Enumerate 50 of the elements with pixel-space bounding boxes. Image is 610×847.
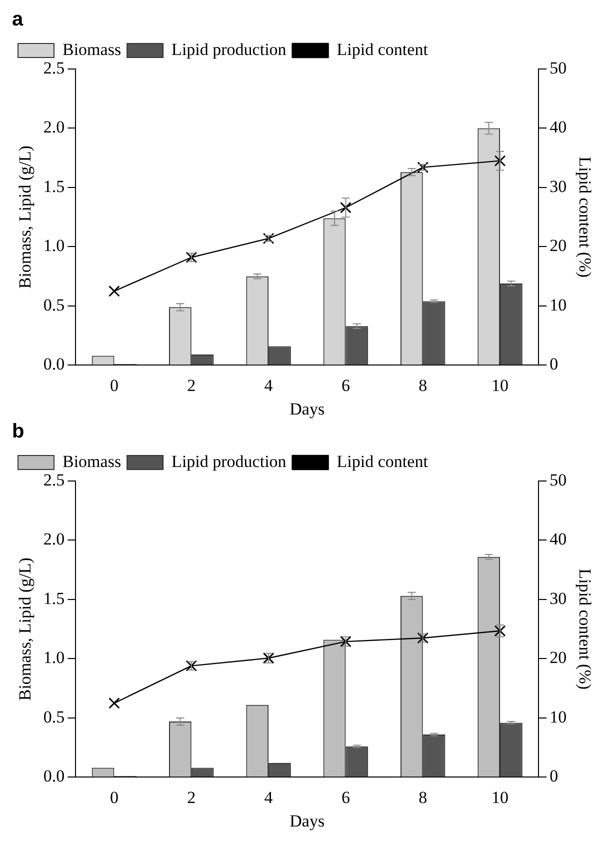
y-tick-label: 0.0 xyxy=(43,766,65,786)
y2-tick-label: 50 xyxy=(550,58,567,78)
y2-tick-label: 40 xyxy=(550,118,567,137)
y2-axis-title: Lipid content (%) xyxy=(575,568,594,690)
y-tick-label: 0.5 xyxy=(43,707,65,726)
y2-tick-label: 10 xyxy=(550,707,567,726)
x-axis-title: Days xyxy=(290,399,325,418)
legend-label: Lipid content xyxy=(336,452,428,471)
x-axis-title: Days xyxy=(290,811,325,830)
x-tick-label: 4 xyxy=(264,788,274,807)
y-tick-label: 1.0 xyxy=(43,236,65,256)
y2-tick-label: 10 xyxy=(550,295,567,314)
x-tick-label: 6 xyxy=(341,376,350,395)
y2-tick-label: 30 xyxy=(550,176,567,196)
y-tick-label: 2.0 xyxy=(43,118,65,137)
x-tick-label: 4 xyxy=(264,376,274,395)
y-tick-label: 2.0 xyxy=(43,530,65,549)
chart-title: b xyxy=(12,420,24,443)
legend-label: Biomass xyxy=(62,452,122,471)
y-tick-label: 0.5 xyxy=(43,295,65,314)
x-tick-label: 0 xyxy=(110,788,118,807)
legend-label: Lipid content xyxy=(336,40,428,59)
x-tick-label: 2 xyxy=(187,788,196,807)
y2-tick-label: 40 xyxy=(550,530,567,549)
y2-tick-label: 30 xyxy=(550,588,567,608)
y2-tick-label: 0 xyxy=(550,354,558,374)
y-axis-title: Biomass, Lipid (g/L) xyxy=(16,558,35,701)
legend-label: Biomass xyxy=(62,40,122,59)
y-axis-title: Biomass, Lipid (g/L) xyxy=(16,146,35,289)
y2-tick-label: 0 xyxy=(550,766,558,786)
y-tick-label: 2.5 xyxy=(43,58,65,78)
legend-label: Lipid production xyxy=(172,452,287,471)
x-tick-label: 2 xyxy=(187,376,196,395)
x-tick-label: 6 xyxy=(341,788,350,807)
y2-tick-label: 50 xyxy=(550,470,567,490)
y-tick-label: 1.5 xyxy=(43,588,65,608)
y-tick-label: 2.5 xyxy=(43,470,65,490)
y-tick-label: 0.0 xyxy=(43,354,65,374)
x-tick-label: 10 xyxy=(492,788,509,807)
x-tick-label: 10 xyxy=(492,376,509,395)
x-tick-label: 0 xyxy=(110,376,118,395)
y-tick-label: 1.5 xyxy=(43,176,65,196)
y-tick-label: 1.0 xyxy=(43,648,65,668)
x-tick-label: 8 xyxy=(418,788,428,807)
chart-title: a xyxy=(12,8,24,31)
x-tick-label: 8 xyxy=(418,376,428,395)
legend-label: Lipid production xyxy=(172,40,287,59)
y2-tick-label: 20 xyxy=(550,236,567,256)
y2-tick-label: 20 xyxy=(550,648,567,668)
y2-axis-title: Lipid content (%) xyxy=(575,156,594,278)
